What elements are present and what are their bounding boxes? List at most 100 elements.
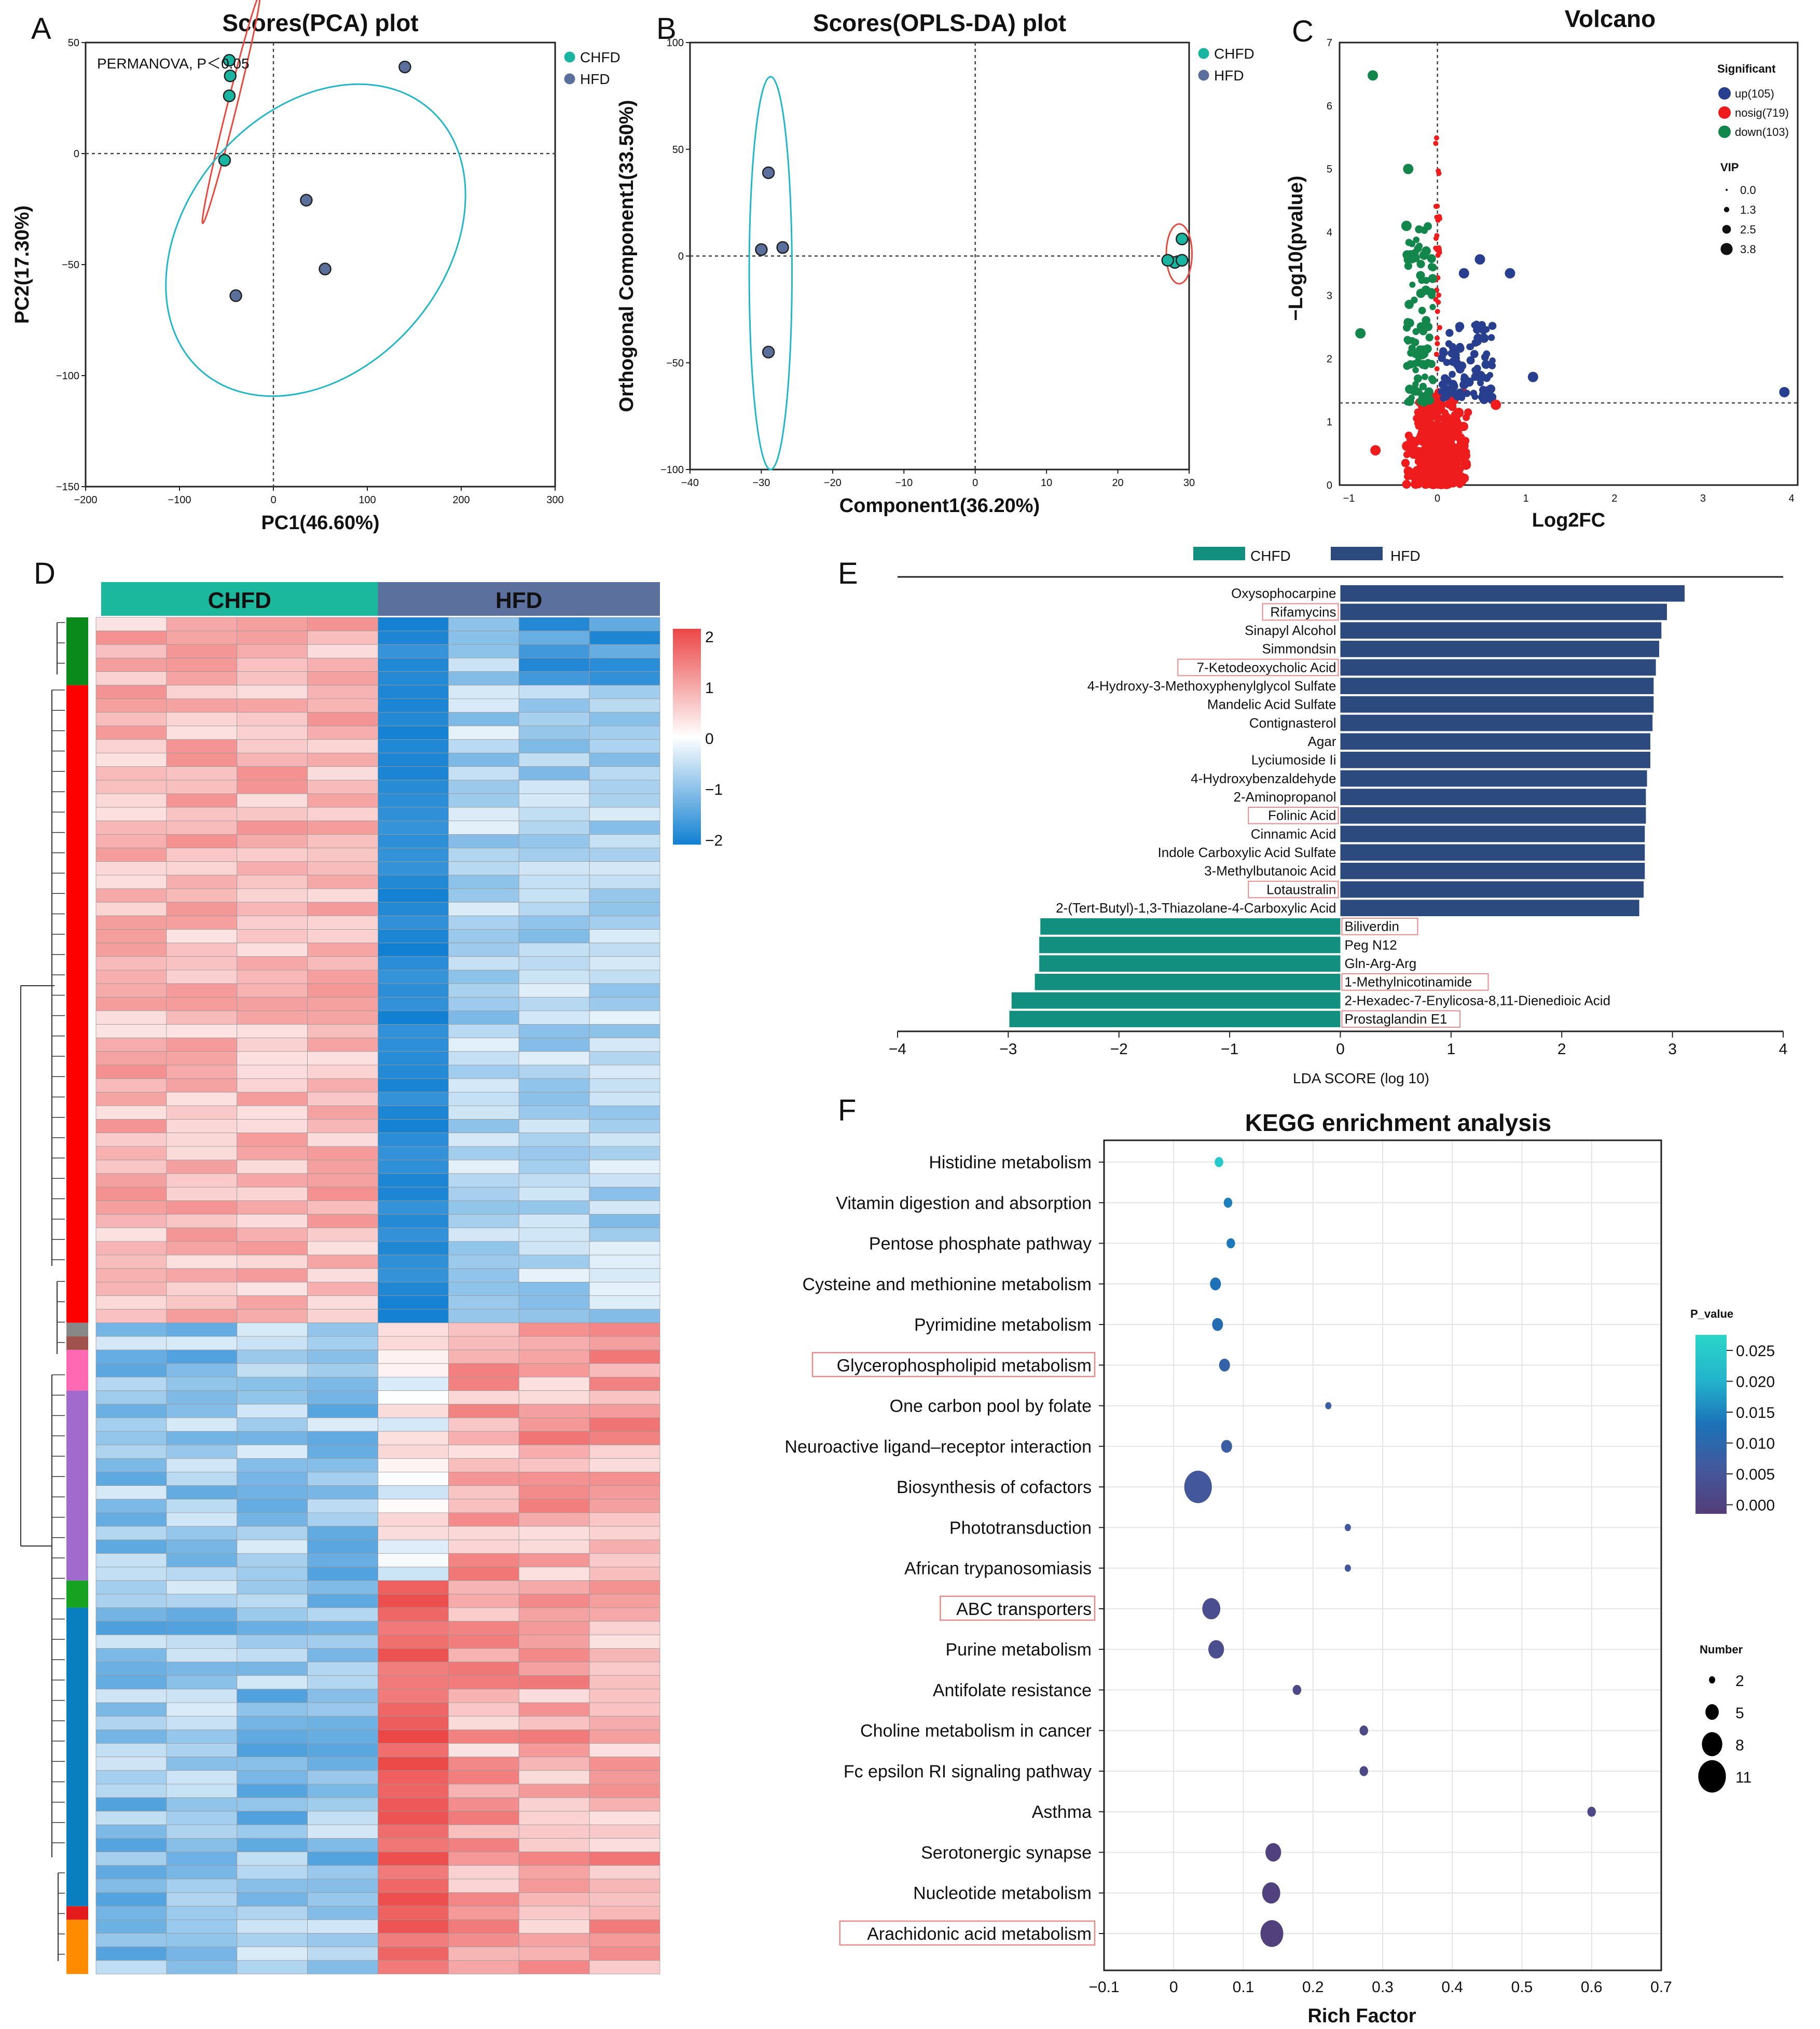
heatmap-cell — [237, 739, 308, 753]
lda-bar — [1011, 992, 1341, 1009]
heatmap-cell — [589, 1567, 660, 1581]
row-cluster-bar — [66, 685, 88, 1323]
volcano-point-up — [1453, 355, 1460, 362]
heatmap-cell — [237, 1472, 308, 1486]
heatmap-cell — [378, 1133, 449, 1147]
heatmap-cell — [378, 1295, 449, 1310]
lda-bar-label: Rifamycins — [1270, 604, 1336, 619]
heatmap-cell — [518, 1607, 590, 1622]
heatmap-cell — [518, 671, 590, 686]
heatmap-cell — [237, 820, 308, 835]
lda-panel: CHFD HFD Oxysophocarpine Rifamycins Sinapyl … — [889, 547, 1787, 1086]
heatmap-cell — [448, 685, 519, 699]
heatmap-cell — [237, 1729, 308, 1744]
volcano-point-nosig — [1415, 434, 1424, 442]
heatmap-cell — [378, 888, 449, 903]
pathway-label: Biosynthesis of cofactors — [897, 1478, 1092, 1497]
heatmap-cell — [589, 1757, 660, 1771]
heatmap-cell — [518, 929, 590, 943]
heatmap-cell — [237, 1580, 308, 1595]
y-tick-label: 0 — [678, 251, 684, 263]
pathway-label: Glycerophospholipid metabolism — [837, 1356, 1092, 1375]
legend-swatch-chfd — [563, 51, 576, 63]
heatmap-cell — [307, 1173, 378, 1188]
heatmap-cell — [166, 1512, 238, 1527]
heatmap-cell — [589, 1227, 660, 1242]
heatmap-cell — [448, 658, 519, 672]
size-legend-label: 11 — [1735, 1769, 1752, 1786]
heatmap-cell — [237, 1254, 308, 1269]
heatmap-cell — [237, 1390, 308, 1405]
heatmap-cell — [589, 943, 660, 957]
heatmap-cell — [307, 1838, 378, 1853]
heatmap-cell — [448, 644, 519, 658]
heatmap-cell — [378, 644, 449, 658]
heatmap-cell — [518, 888, 590, 903]
heatmap-cell — [95, 1702, 167, 1717]
y-tick-label: 50 — [68, 37, 79, 49]
heatmap-cell — [166, 1376, 238, 1391]
heatmap-cell — [307, 617, 378, 631]
heatmap-cell — [237, 1499, 308, 1513]
highlight-box — [839, 1920, 1096, 1946]
volcano-point-down — [1413, 236, 1420, 243]
volcano-point-up — [1474, 254, 1485, 265]
heatmap-cell — [589, 1078, 660, 1093]
heatmap-cell — [378, 820, 449, 835]
heatmap-cell — [237, 1309, 308, 1323]
heatmap-cell — [237, 1024, 308, 1039]
heatmap-cell — [589, 1770, 660, 1785]
heatmap-cell — [237, 1757, 308, 1771]
heatmap-cell — [95, 1227, 167, 1242]
heatmap-cell — [237, 1010, 308, 1025]
heatmap-cell — [95, 1526, 167, 1540]
heatmap-cell — [237, 1485, 308, 1500]
volcano-point-down — [1429, 303, 1436, 310]
legend-swatch — [1718, 106, 1731, 119]
heatmap-cell — [378, 1051, 449, 1066]
heatmap-cell — [166, 1729, 238, 1744]
heatmap-cell — [448, 793, 519, 808]
heatmap-cell — [378, 1404, 449, 1418]
heatmap-cell — [166, 1662, 238, 1676]
heatmap-cell — [95, 1010, 167, 1025]
heatmap-cell — [307, 1960, 378, 1975]
heatmap-cell — [307, 1065, 378, 1079]
heatmap-cell — [95, 1757, 167, 1771]
heatmap-cell — [518, 1349, 590, 1364]
heatmap-cell — [95, 848, 167, 862]
x-tick-label: 20 — [1112, 477, 1123, 489]
heatmap-cell — [95, 929, 167, 943]
heatmap-cell — [307, 1689, 378, 1703]
heatmap-cell — [448, 1038, 519, 1052]
heatmap-cell — [518, 848, 590, 862]
volcano-point-up — [1459, 380, 1469, 390]
heatmap-cell — [166, 983, 238, 998]
colorbar-tick-label: 0.005 — [1736, 1466, 1775, 1483]
heatmap-cell — [378, 1309, 449, 1323]
heatmap-cell — [378, 1689, 449, 1703]
lda-bar — [1039, 955, 1341, 972]
heatmap-cell — [307, 848, 378, 862]
heatmap-cell — [166, 1770, 238, 1785]
heatmap-cell — [307, 1038, 378, 1052]
lda-bar-label: Indole Carboxylic Acid Sulfate — [1158, 845, 1336, 860]
heatmap-cell — [237, 1770, 308, 1785]
group-bar-chfd — [101, 582, 378, 616]
panel-label-e: E — [838, 557, 858, 590]
heatmap-cell — [378, 997, 449, 1011]
heatmap-cell — [95, 1322, 167, 1337]
volcano-point-nosig — [1449, 458, 1456, 464]
heatmap-cell — [448, 1865, 519, 1880]
row-cluster-bar — [66, 1906, 88, 1920]
heatmap-cell — [518, 1797, 590, 1812]
heatmap-cell — [589, 1553, 660, 1567]
heatmap-cell — [378, 753, 449, 767]
volcano-point-nosig — [1414, 480, 1423, 489]
volcano-point-up — [1449, 370, 1456, 378]
heatmap-cell — [307, 685, 378, 699]
lda-bar-label: Agar — [1308, 734, 1336, 749]
heatmap-cell — [518, 1784, 590, 1798]
heatmap-cell — [237, 1241, 308, 1255]
heatmap-cell — [589, 875, 660, 889]
